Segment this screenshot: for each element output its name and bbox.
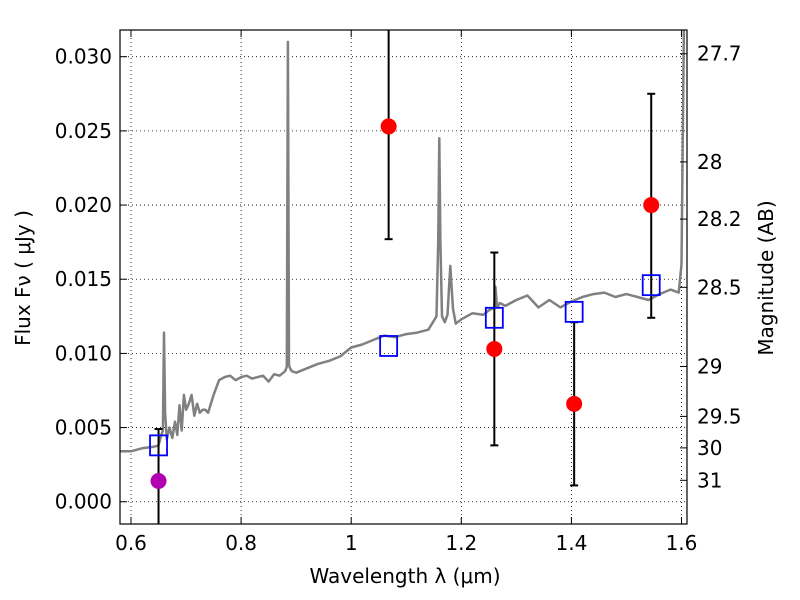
data-point — [150, 472, 167, 489]
y-tick-label: 0.015 — [55, 267, 112, 291]
data-point — [566, 395, 583, 412]
model-point — [564, 300, 584, 323]
axes: 0.6 0.8 1 1.2 1.4 1.6 0.000 0.005 0.010 0.015 0.02… — [55, 30, 742, 555]
grid — [120, 30, 687, 524]
model-point — [484, 306, 504, 329]
data-point — [380, 118, 397, 135]
y-tick-label: 0.025 — [55, 119, 112, 143]
data-point — [643, 197, 660, 214]
right-tick-label: 28.5 — [697, 275, 742, 299]
plot-area — [120, 30, 686, 524]
x-tick-label: 0.8 — [225, 531, 257, 555]
x-tick-label: 1.2 — [445, 531, 477, 555]
x-tick-label: 0.6 — [115, 531, 147, 555]
right-tick-label: 27.7 — [697, 42, 742, 66]
right-axis-title: Magnitude (AB) — [754, 200, 778, 355]
right-tick-label: 29 — [697, 354, 722, 378]
spectrum-line — [120, 30, 686, 453]
right-tick-label: 31 — [697, 468, 722, 492]
y-tick-label: 0.010 — [55, 341, 112, 365]
y-tick-label: 0.020 — [55, 193, 112, 217]
x-tick-label: 1.4 — [555, 531, 587, 555]
x-tick-label: 1.6 — [666, 531, 698, 555]
x-axis-title: Wavelength λ (μm) — [309, 564, 500, 588]
x-tick-label: 1 — [345, 531, 358, 555]
y-axis-title: Flux Fν ( μJy ) — [11, 210, 35, 346]
model-point — [641, 274, 661, 297]
right-tick-label: 29.5 — [697, 404, 742, 428]
right-tick-label: 30 — [697, 436, 722, 460]
model-point — [149, 434, 168, 457]
right-tick-label: 28 — [697, 150, 722, 174]
y-tick-label: 0.000 — [55, 490, 112, 514]
y-tick-label: 0.030 — [55, 45, 112, 69]
right-tick-label: 28.2 — [697, 207, 742, 231]
plot-frame — [119, 29, 688, 525]
y-tick-label: 0.005 — [55, 416, 112, 440]
data-point — [486, 340, 503, 357]
model-point — [379, 335, 399, 357]
